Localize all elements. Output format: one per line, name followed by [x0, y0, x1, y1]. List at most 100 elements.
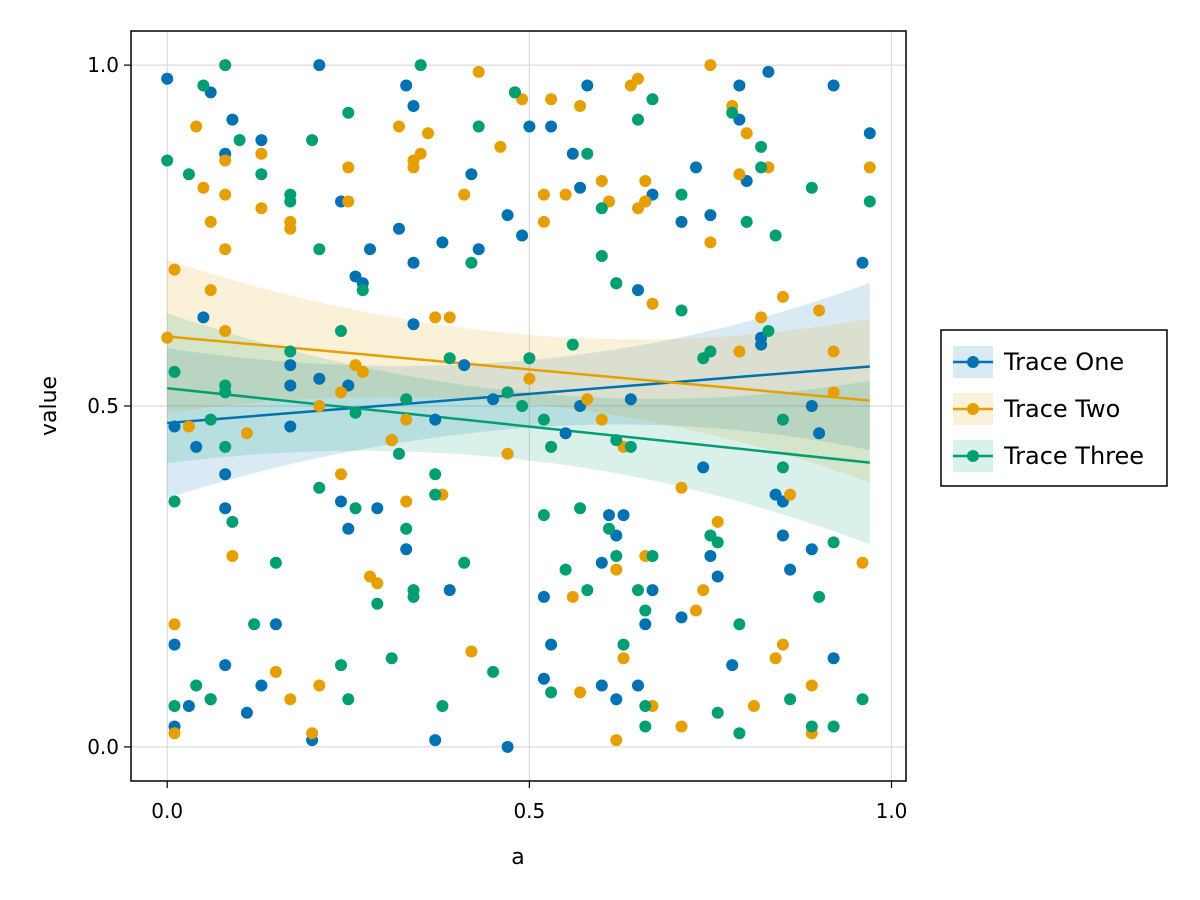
x-tick-label: 1.0 [876, 799, 908, 823]
legend: Trace One Trace Two Trace Three [940, 329, 1168, 487]
trace-two-point [342, 195, 355, 208]
trace-three-point [284, 195, 297, 208]
trace-one-point [465, 168, 478, 181]
trace-three-point [219, 59, 232, 72]
trace-three-point [385, 652, 398, 665]
trace-two-point [313, 679, 326, 692]
trace-two-point [371, 577, 384, 590]
trace-three-point [639, 604, 652, 617]
trace-three-point [733, 618, 746, 631]
trace-one-point [632, 679, 644, 692]
trace-three-point [566, 338, 579, 351]
trace-one-point [197, 311, 210, 324]
trace-two-point [168, 263, 181, 276]
trace-two-point [197, 181, 210, 194]
trace-three-point [356, 284, 369, 297]
trace-two-point [335, 386, 347, 399]
trace-three-point [755, 161, 768, 174]
trace-one-point [443, 584, 456, 597]
trace-two-point [740, 127, 753, 140]
trace-three-point [711, 706, 724, 719]
trace-two-point [219, 325, 232, 337]
trace-two-point [697, 584, 710, 597]
trace-three-point [284, 345, 297, 358]
trace-two-point [168, 618, 181, 631]
trace-one-point [407, 100, 420, 112]
trace-one-point [545, 638, 558, 651]
trace-one-point [407, 256, 420, 269]
trace-one-fit-line [167, 365, 870, 425]
trace-two-point [400, 495, 413, 508]
trace-three-confidence-band [167, 313, 870, 545]
trace-two-point [443, 311, 456, 324]
trace-two-point [226, 550, 239, 562]
trace-two-point [414, 147, 427, 160]
trace-three-point [393, 447, 405, 460]
trace-two-point [566, 590, 579, 603]
trace-three-point [595, 202, 608, 215]
trace-one-point [407, 318, 420, 331]
trace-two-point [219, 154, 232, 167]
trace-one-point [675, 215, 688, 228]
trace-one-point [190, 440, 203, 453]
trace-three-point [168, 365, 181, 378]
trace-three-point [472, 120, 485, 133]
x-axis-label: a [511, 845, 524, 870]
trace-three-point [617, 638, 630, 651]
trace-two-point [769, 652, 782, 665]
trace-one-point [240, 706, 253, 719]
trace-two-point [690, 604, 702, 617]
trace-one-point [429, 734, 442, 747]
trace-three-point [559, 563, 572, 576]
trace-two-point [733, 168, 746, 181]
trace-one-point [313, 59, 326, 72]
trace-three-point [639, 720, 652, 733]
trace-one-point [284, 420, 297, 433]
trace-three-point [776, 461, 789, 474]
trace-three-point [269, 556, 282, 569]
trace-one-point [284, 379, 297, 392]
trace-three-point [704, 345, 717, 358]
trace-two-point [204, 215, 217, 228]
trace-three-point [610, 550, 623, 562]
trace-two-point [733, 345, 746, 358]
trace-one-point [537, 590, 550, 603]
confidence-bands [167, 259, 870, 545]
trace-three-point [197, 79, 210, 92]
trace-one-point [726, 659, 739, 672]
trace-one-point [733, 79, 746, 92]
trace-two-point [610, 563, 623, 576]
trace-two-point [776, 638, 789, 651]
trace-three-point [856, 693, 869, 706]
trace-one-point [255, 679, 268, 692]
trace-one-point [559, 427, 572, 440]
trace-two-point [827, 345, 840, 358]
trace-two-point [537, 215, 550, 228]
trace-one-point [313, 372, 326, 385]
trace-three-point [733, 727, 746, 740]
trace-one-point [827, 652, 840, 665]
trace-two-point [711, 515, 724, 528]
trace-two-point [537, 188, 550, 201]
trace-two-point [472, 65, 485, 78]
trace-three-point [233, 134, 246, 147]
trace-three-point [400, 522, 413, 535]
trace-one-point [784, 563, 797, 576]
trace-one-point [646, 584, 659, 597]
trace-one-point [393, 222, 405, 235]
trace-one-point [501, 740, 514, 753]
trace-two-point [342, 161, 355, 174]
trace-two-point [429, 311, 442, 324]
y-axis-ticks: 0.0 0.5 1.0 [87, 53, 131, 759]
trace-two-point [356, 365, 369, 378]
x-axis-ticks: 0.0 0.5 1.0 [151, 781, 907, 823]
trace-two-point [284, 693, 297, 706]
trace-two-point [255, 202, 268, 215]
trace-three-point [595, 250, 608, 262]
trace-one-point [863, 127, 876, 140]
trace-one-point [632, 284, 644, 297]
trace-two-point [610, 734, 623, 747]
trace-two-legend-label: Trace Two [1003, 395, 1120, 423]
trace-one-point [675, 611, 688, 624]
